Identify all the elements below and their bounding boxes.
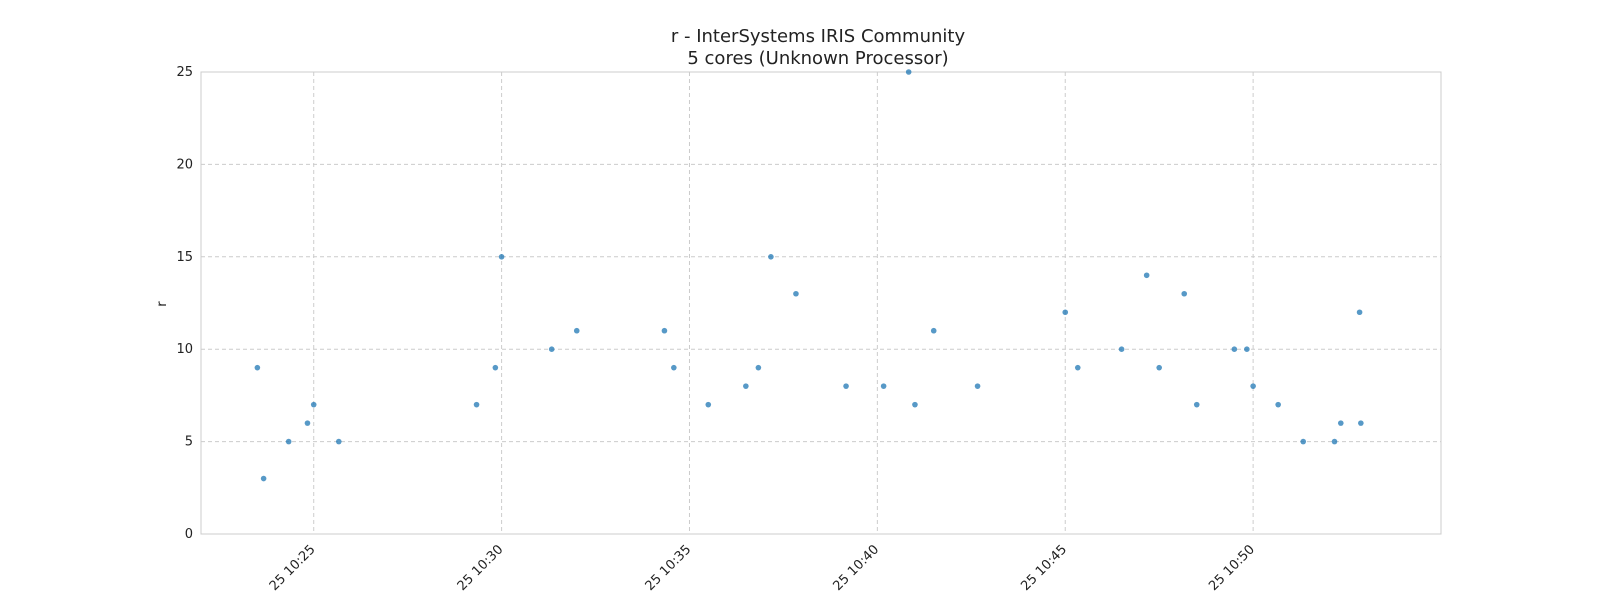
- data-point: [1250, 383, 1256, 389]
- data-point: [1300, 438, 1307, 445]
- y-tick-label: 20: [176, 157, 193, 172]
- grid: [201, 71, 1441, 535]
- data-point: [335, 438, 342, 445]
- x-tick-label: 25 10:30: [455, 542, 507, 594]
- x-axis: 25 10:25 25 10:30 25 10:35 25 10:40 25 10:45…: [267, 542, 1258, 594]
- plot-frame: [200, 71, 1442, 535]
- data-point: [492, 364, 499, 371]
- data-point: [755, 364, 762, 371]
- y-tick-label: 10: [176, 342, 193, 357]
- y-axis: 0 5 10 15 20 25: [176, 65, 193, 542]
- data-point: [1231, 346, 1238, 353]
- data-point: [310, 401, 317, 408]
- data-point: [661, 327, 668, 334]
- data-points: [254, 69, 1364, 482]
- y-tick-label: 25: [176, 65, 193, 80]
- x-tick-label: 25 10:45: [1018, 542, 1070, 594]
- data-point: [930, 327, 937, 334]
- chart-subtitle: 5 cores (Unknown Processor): [687, 48, 948, 69]
- data-point: [1193, 401, 1200, 408]
- data-point: [1244, 346, 1250, 353]
- data-point: [843, 383, 849, 389]
- data-point: [260, 475, 267, 482]
- data-point: [304, 420, 311, 426]
- data-point: [1074, 364, 1081, 371]
- y-tick-label: 5: [185, 435, 193, 450]
- data-point: [573, 327, 580, 334]
- data-point: [285, 438, 292, 445]
- data-point: [1181, 290, 1188, 297]
- x-tick-label: 25 10:25: [267, 542, 319, 594]
- data-point: [671, 364, 677, 371]
- data-point: [793, 290, 799, 297]
- data-point: [1337, 420, 1344, 426]
- data-point: [880, 383, 887, 389]
- data-point: [743, 383, 749, 389]
- data-point: [768, 253, 774, 260]
- data-point: [1275, 401, 1281, 408]
- data-point: [254, 364, 261, 371]
- data-point: [1156, 364, 1162, 371]
- data-point: [1062, 309, 1069, 316]
- x-tick-label: 25 10:40: [830, 542, 882, 594]
- data-point: [1356, 309, 1363, 316]
- x-tick-label: 25 10:50: [1206, 542, 1258, 594]
- chart-title: r - InterSystems IRIS Community: [671, 26, 966, 47]
- data-point: [974, 383, 981, 389]
- y-tick-label: 15: [176, 250, 193, 265]
- data-point: [912, 401, 918, 408]
- data-point: [905, 69, 912, 75]
- data-point: [498, 253, 505, 260]
- y-tick-label: 0: [185, 527, 193, 542]
- data-point: [1331, 438, 1338, 445]
- data-point: [548, 346, 555, 353]
- data-point: [1143, 272, 1150, 279]
- data-point: [705, 401, 712, 408]
- data-point: [1118, 346, 1125, 353]
- data-point: [1358, 420, 1364, 426]
- x-tick-label: 25 10:35: [643, 542, 695, 594]
- y-axis-label: r: [155, 301, 170, 307]
- data-point: [473, 401, 480, 408]
